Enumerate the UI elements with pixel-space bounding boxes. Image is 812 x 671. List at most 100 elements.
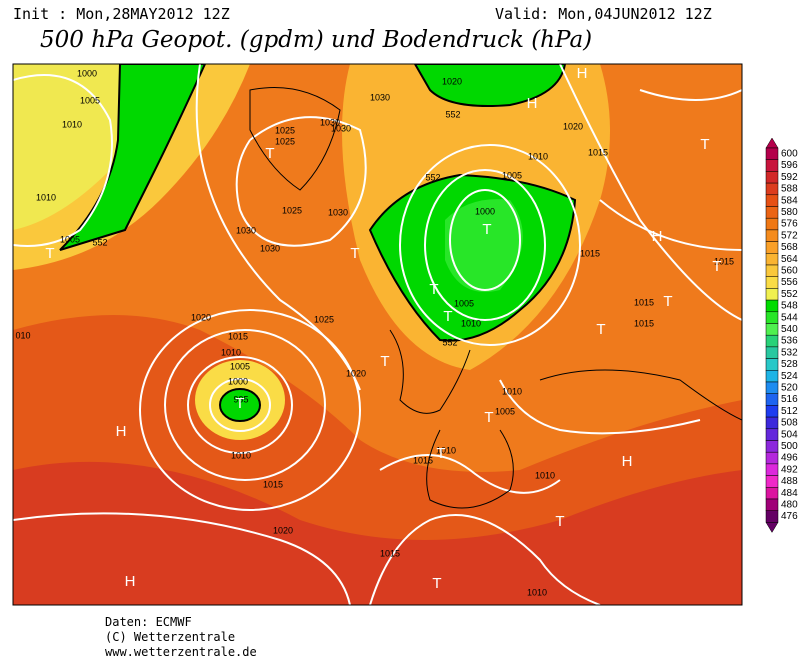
colorbar-label: 500: [781, 441, 798, 452]
colorbar-cell: [765, 358, 779, 371]
map-area: 1000100510101010100510201015101010051000…: [13, 64, 742, 605]
pressure-center: T: [380, 353, 389, 370]
colorbar-cell: [765, 147, 779, 160]
contour-label: 1020: [442, 76, 462, 86]
colorbar-cell: [765, 229, 779, 242]
pressure-center: H: [577, 65, 588, 82]
pressure-center: T: [596, 321, 605, 338]
colorbar-cell: [765, 171, 779, 184]
colorbar-label: 544: [781, 312, 798, 323]
contour-label: 1020: [191, 312, 211, 322]
contour-label: 1000: [475, 206, 495, 216]
contour-label: 1010: [221, 347, 241, 357]
contour-label: 552: [445, 109, 460, 119]
contour-label: 1010: [528, 151, 548, 161]
map-title: 500 hPa Geopot. (gpdm) und Bodendruck (h…: [40, 27, 592, 53]
colorbar-label: 508: [781, 418, 798, 429]
colorbar-label: 560: [781, 265, 798, 276]
colorbar-cell: [765, 440, 779, 453]
footer-line: (C) Wetterzentrale: [105, 630, 235, 644]
colorbar-label: 520: [781, 382, 798, 393]
colorbar-cell: [765, 498, 779, 511]
colorbar-label: 556: [781, 277, 798, 288]
contour-label: 1005: [454, 298, 474, 308]
colorbar-label: 588: [781, 184, 798, 195]
contour-label: 010: [15, 330, 30, 340]
contour-label: 1030: [328, 207, 348, 217]
colorbar-label: 480: [781, 499, 798, 510]
contour-label: 1005: [495, 406, 515, 416]
contour-label: 552: [92, 237, 107, 247]
contour-label: 552: [425, 172, 440, 182]
colorbar-label: 592: [781, 172, 798, 183]
colorbar-cell: [765, 299, 779, 313]
contour-label: 1025: [275, 125, 295, 135]
colorbar-label: 584: [781, 195, 798, 206]
pressure-center: H: [125, 573, 136, 590]
colorbar-label: 488: [781, 476, 798, 487]
colorbar-cell: [765, 217, 779, 231]
contour-label: 1000: [77, 68, 97, 78]
pressure-center: T: [436, 445, 445, 462]
coastlines: [249, 87, 742, 509]
colorbar-label: 524: [781, 371, 798, 382]
colorbar-cell: [765, 346, 779, 359]
green-cutoff: [219, 388, 261, 422]
contour-label: 552: [442, 337, 457, 347]
contour-label: 1015: [413, 455, 433, 465]
pressure-center: H: [652, 228, 663, 245]
contour-label: 1010: [231, 450, 251, 460]
contour-label: 1010: [461, 318, 481, 328]
colorbar-label: 600: [781, 148, 798, 159]
colorbar-cell: [765, 475, 779, 488]
pressure-center: T: [484, 409, 493, 426]
colorbar-cell: [765, 370, 779, 383]
colorbar-cell: [765, 510, 779, 523]
colorbar-label: 540: [781, 324, 798, 335]
contour-label: 1015: [588, 147, 608, 157]
colorbar-label: 576: [781, 219, 798, 230]
pressure-center: T: [555, 513, 564, 530]
pressure-center: T: [265, 145, 274, 162]
pressure-center: T: [235, 395, 244, 412]
contour-label: 995: [233, 394, 248, 404]
contour-label: 1015: [634, 318, 654, 328]
colorbar-cell: [765, 334, 779, 348]
contour-label: 1015: [714, 256, 734, 266]
contour-label: 1005: [230, 361, 250, 371]
contour-label: 1005: [60, 234, 80, 244]
contour-label: 1010: [527, 587, 547, 597]
colorbar-label: 512: [781, 406, 798, 417]
colorbar-cell: [765, 487, 779, 500]
colorbar-label: 492: [781, 464, 798, 475]
contour-label: 1015: [634, 297, 654, 307]
contour-label: 1030: [320, 117, 340, 127]
contour-label: 1010: [436, 445, 456, 455]
colorbar-label: 572: [781, 230, 798, 241]
colorbar-cell: [765, 405, 779, 418]
colorbar-label: 568: [781, 242, 798, 253]
map-frame: [12, 63, 743, 606]
pressure-center: T: [432, 575, 441, 592]
contour-label: 1015: [580, 248, 600, 258]
contour-label: 1010: [62, 119, 82, 129]
contour-label: 1015: [380, 548, 400, 558]
pressure-center: T: [482, 221, 491, 238]
contour-label: 1030: [236, 225, 256, 235]
colorbar-cell: [765, 393, 779, 406]
colorbar-label: 580: [781, 207, 798, 218]
valid-time: Valid: Mon,04JUN2012 12Z: [495, 5, 712, 23]
colorbar-cell: [765, 451, 779, 465]
pressure-center: T: [45, 245, 54, 262]
colorbar-cell: [765, 311, 779, 324]
init-time: Init : Mon,28MAY2012 12Z: [13, 5, 230, 23]
footer-line: www.wetterzentrale.de: [105, 645, 257, 659]
pressure-center: T: [712, 258, 721, 275]
colorbar-tip: [765, 137, 779, 149]
contour-label: 1025: [314, 314, 334, 324]
contour-label: 1030: [331, 123, 351, 133]
contour-label: 1025: [275, 136, 295, 146]
colorbar: 6005965925885845805765725685645605565525…: [765, 137, 798, 533]
contour-label: 1010: [535, 470, 555, 480]
contour-label: 1015: [228, 331, 248, 341]
